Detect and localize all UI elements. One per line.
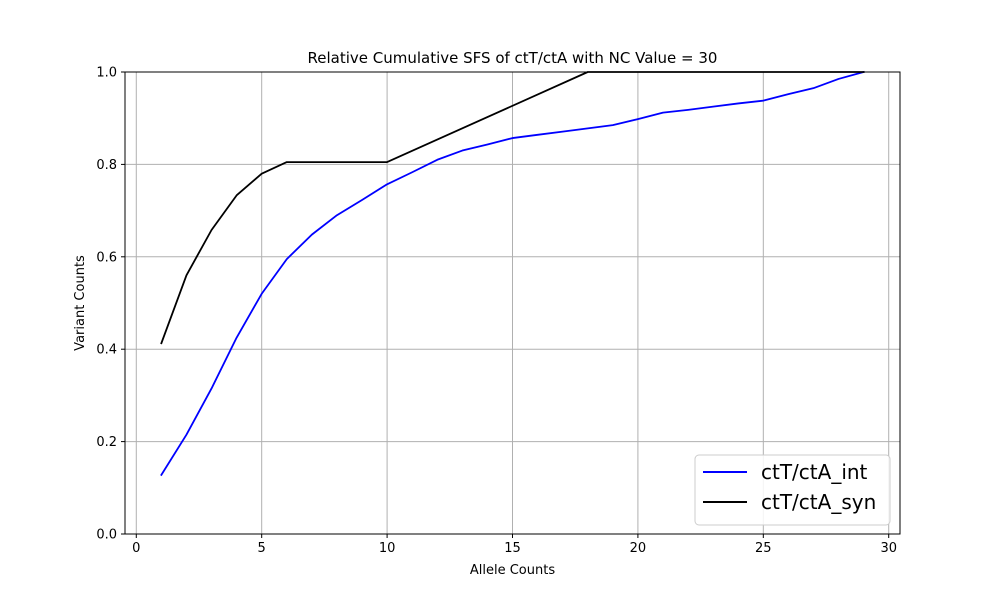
series-layer bbox=[160, 70, 865, 477]
y-tick-label: 0.4 bbox=[96, 343, 117, 358]
y-axis-label: Variant Counts bbox=[73, 255, 88, 351]
legend-label-int: ctT/ctA_int bbox=[761, 460, 868, 484]
x-tick-label: 10 bbox=[379, 541, 396, 556]
series-line-syn bbox=[160, 71, 865, 345]
y-tick-label: 0.0 bbox=[96, 528, 117, 543]
x-tick-label: 30 bbox=[880, 541, 897, 556]
y-tick-label: 0.8 bbox=[96, 158, 117, 173]
legend-label-syn: ctT/ctA_syn bbox=[761, 490, 876, 514]
y-tick-label: 0.6 bbox=[96, 250, 117, 265]
y-tick-label: 0.2 bbox=[96, 435, 117, 450]
legend: ctT/ctA_int ctT/ctA_syn bbox=[694, 454, 891, 526]
x-axis-label: Allele Counts bbox=[470, 563, 555, 578]
series-line-int bbox=[160, 70, 865, 477]
chart-title: Relative Cumulative SFS of ctT/ctA with … bbox=[308, 49, 718, 67]
y-tick-label: 1.0 bbox=[96, 66, 117, 81]
x-tick-label: 15 bbox=[504, 541, 521, 556]
x-tick-label: 0 bbox=[132, 541, 140, 556]
x-tick-label: 20 bbox=[630, 541, 647, 556]
x-tick-label: 25 bbox=[755, 541, 772, 556]
x-tick-label: 5 bbox=[258, 541, 266, 556]
tick-layer: 0 5 10 15 20 25 30 0.0 0.2 0.4 0.6 0.8 1.0 bbox=[96, 66, 897, 557]
